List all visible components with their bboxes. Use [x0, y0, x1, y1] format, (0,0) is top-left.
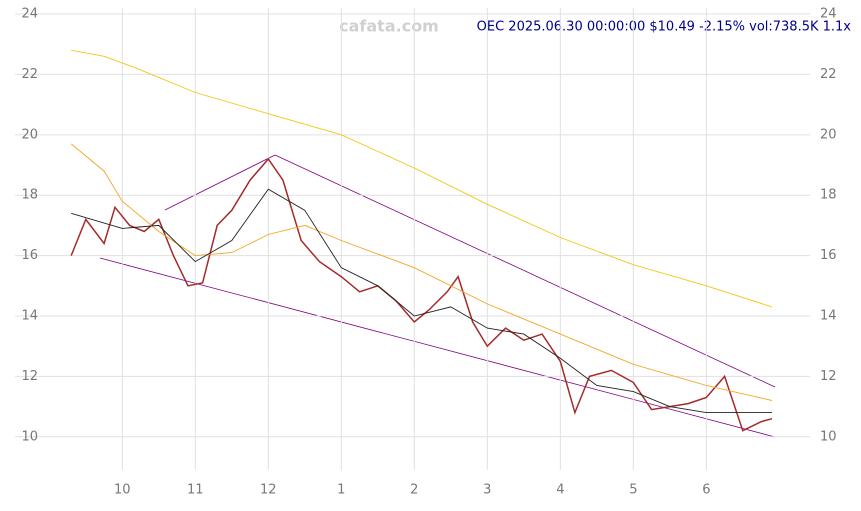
y-tick-label: 22: [21, 67, 38, 82]
trend-lines: [99, 154, 776, 438]
series-line: [70, 143, 773, 401]
x-tick-label: 10: [114, 483, 131, 498]
x-tick-label: 12: [260, 483, 277, 498]
x-tick-label: 5: [629, 483, 637, 498]
y-tick-label: 10: [21, 429, 38, 444]
y-tick-label: 16: [21, 248, 38, 263]
y-tick-label: 12: [21, 369, 38, 384]
y-tick-label: 14: [21, 309, 38, 324]
trend-line: [99, 257, 776, 438]
y-tick-label-right: 22: [820, 67, 837, 82]
x-tick-label: 1: [337, 483, 345, 498]
series-line: [71, 188, 772, 414]
trend-line: [164, 154, 276, 211]
series-line: [70, 157, 773, 432]
series-line: [71, 49, 773, 308]
y-tick-label-right: 12: [820, 369, 837, 384]
y-tick-label-right: 10: [820, 429, 837, 444]
y-tick-label-right: 18: [820, 188, 837, 203]
chart-title: OEC 2025.06.30 00:00:00 $10.49 -2.15% vo…: [477, 20, 852, 35]
y-tick-label-right: 14: [820, 309, 837, 324]
y-tick-label-right: 24: [820, 7, 837, 22]
x-tick-label: 3: [483, 483, 491, 498]
y-tick-label: 18: [21, 188, 38, 203]
x-tick-label: 11: [187, 483, 204, 498]
x-tick-label: 4: [556, 483, 564, 498]
x-tick-label: 2: [410, 483, 418, 498]
y-tick-label-right: 16: [820, 248, 837, 263]
trend-line: [274, 154, 776, 388]
y-tick-label: 24: [21, 7, 38, 22]
y-tick-label-right: 20: [820, 127, 837, 142]
watermark: cafata.com: [339, 17, 439, 36]
x-tick-label: 6: [702, 483, 710, 498]
y-tick-label: 20: [21, 127, 38, 142]
